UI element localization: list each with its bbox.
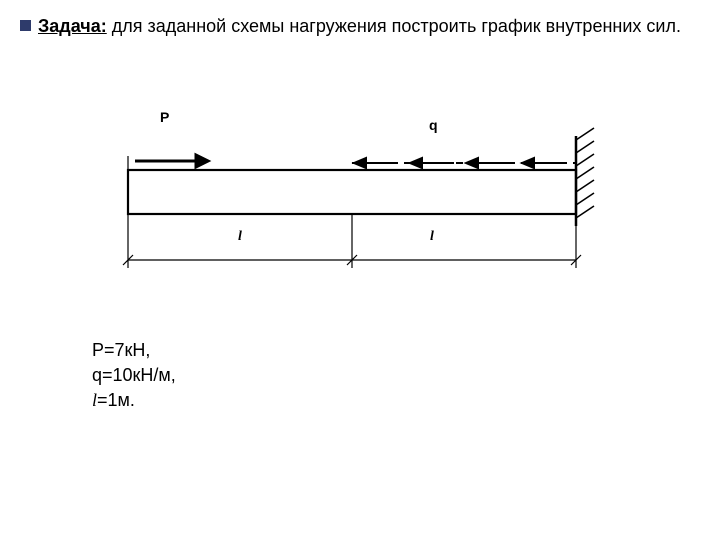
loading-scheme-diagram: P q l l (0, 0, 720, 320)
label-l-right: l (430, 229, 434, 244)
support-hatch (576, 128, 594, 218)
force-P-arrow (135, 155, 208, 167)
param-l-val: =1м. (97, 390, 135, 410)
param-q: q=10кН/м, (92, 363, 176, 388)
dimension-extents (128, 156, 576, 268)
parameters-block: P=7кН, q=10кН/м, l=1м. (92, 338, 176, 414)
beam-rect (128, 170, 576, 214)
label-q: q (429, 117, 438, 133)
label-P: P (160, 109, 169, 125)
param-l: l=1м. (92, 388, 176, 413)
param-P: P=7кН, (92, 338, 176, 363)
label-l-left: l (238, 229, 242, 244)
load-q (352, 158, 576, 168)
